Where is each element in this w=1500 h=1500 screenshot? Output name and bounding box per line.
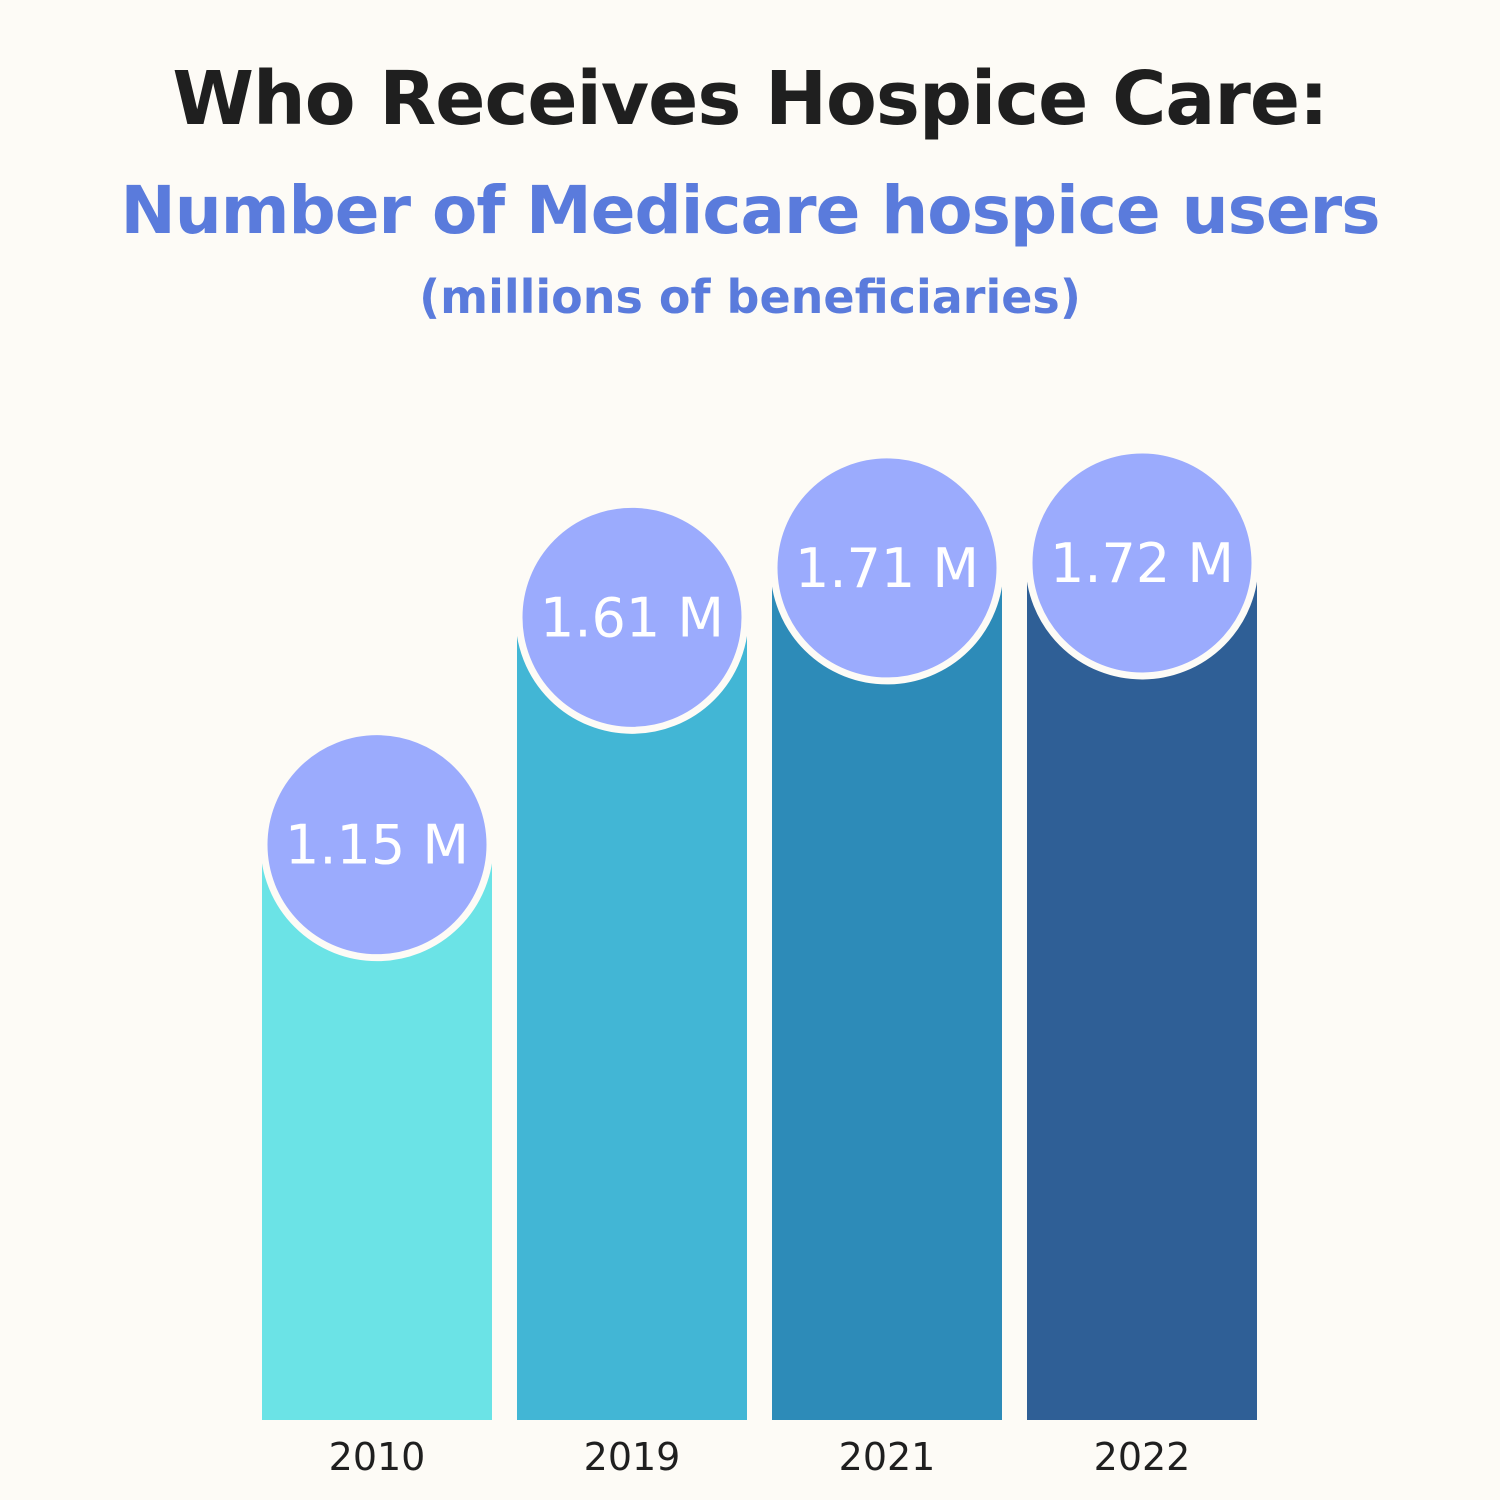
bar-2022 (1027, 569, 1257, 1420)
x-tick-label-2021: 2021 (839, 1435, 936, 1479)
x-tick-label-2022: 2022 (1094, 1435, 1191, 1479)
value-bubble-2019 (515, 500, 749, 734)
chart-unit-label: (millions of beneficiaries) (419, 270, 1081, 324)
bar-2019 (517, 624, 747, 1420)
value-bubble-2010 (260, 728, 494, 962)
bar-2010 (262, 851, 492, 1420)
chart-subtitle: Number of Medicare hospice users (120, 172, 1380, 249)
x-tick-label-2019: 2019 (584, 1435, 681, 1479)
value-bubble-2022 (1025, 446, 1259, 680)
chart-title: Who Receives Hospice Care: (172, 56, 1328, 142)
value-bubble-2021 (770, 451, 1004, 685)
bar-2021 (772, 574, 1002, 1420)
value-label-2022: 1.72 M (1050, 532, 1234, 595)
value-label-2019: 1.61 M (540, 586, 724, 649)
value-label-2010: 1.15 M (285, 814, 469, 877)
x-tick-label-2010: 2010 (329, 1435, 426, 1479)
value-label-2021: 1.71 M (795, 537, 979, 600)
